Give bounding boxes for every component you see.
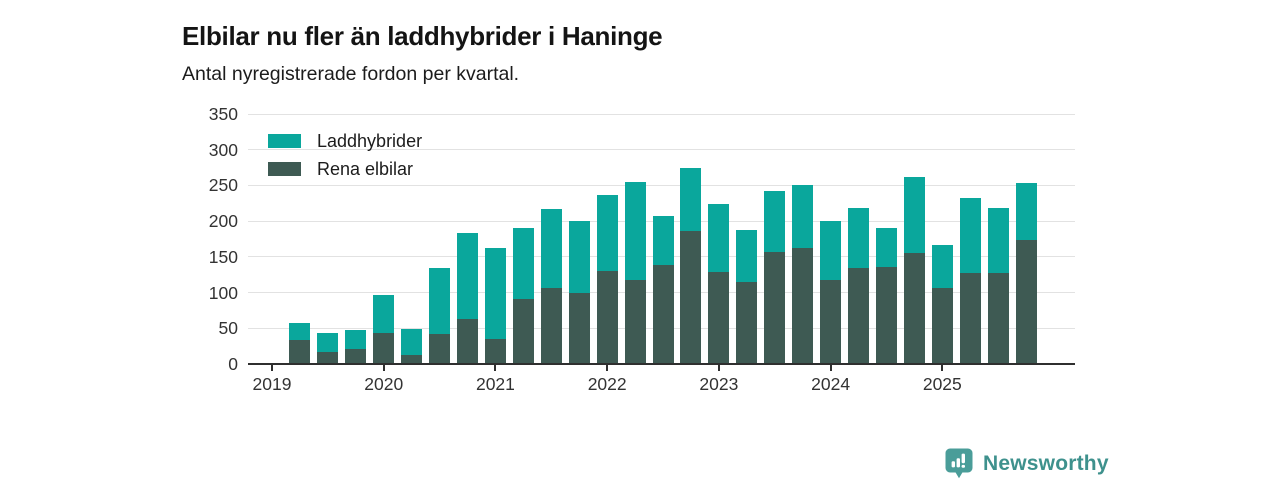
bar-segment-laddhybrider (931, 245, 953, 289)
bar-segment-laddhybrider (708, 204, 730, 272)
x-tick-label: 2023 (699, 374, 739, 394)
bar-segment-laddhybrider (289, 323, 311, 341)
y-tick-label: 200 (208, 211, 238, 232)
bar-segment-rena-elbilar (373, 332, 395, 364)
chart-subtitle: Antal nyregistrerade fordon per kvartal. (182, 63, 520, 85)
bar-segment-rena-elbilar (820, 280, 842, 364)
y-tick-label: 150 (208, 246, 238, 267)
bar-segment-laddhybrider (820, 221, 842, 281)
bar-segment-laddhybrider (1015, 182, 1037, 241)
y-tick-label: 100 (208, 282, 238, 303)
gridline (248, 149, 1075, 151)
bar-segment-rena-elbilar (289, 340, 311, 364)
bar-segment-laddhybrider (457, 233, 478, 319)
newsworthy-logo: Newsworthy (945, 448, 1109, 480)
bar-segment-laddhybrider (959, 197, 981, 273)
bar-segment-rena-elbilar (875, 266, 897, 364)
x-tick-mark (941, 364, 944, 371)
y-tick-label: 250 (208, 175, 238, 196)
bar-segment-rena-elbilar (903, 252, 925, 364)
legend-label-rena-elbilar: Rena elbilar (317, 158, 414, 179)
y-tick-label: 0 (228, 354, 238, 374)
bar-segment-rena-elbilar (345, 349, 367, 364)
bar-segment-laddhybrider (568, 221, 590, 293)
bar-segment-rena-elbilar (708, 271, 730, 364)
bar-segment-rena-elbilar (931, 288, 953, 364)
bar-segment-rena-elbilar (429, 334, 451, 364)
bar-segment-laddhybrider (652, 216, 674, 265)
bar-segment-laddhybrider (848, 207, 870, 268)
bar-segment-laddhybrider (596, 195, 618, 272)
bar-segment-rena-elbilar (764, 251, 786, 364)
bar-segment-rena-elbilar (568, 292, 590, 364)
bar-segment-laddhybrider (540, 209, 562, 288)
bar-segment-rena-elbilar (457, 319, 478, 364)
bar-segment-rena-elbilar (596, 271, 618, 364)
bar-segment-rena-elbilar (652, 264, 674, 364)
bar-chart-badge-icon (945, 448, 973, 479)
x-tick-label: 2020 (364, 374, 404, 394)
bar-segment-rena-elbilar (848, 267, 870, 364)
bar-segment-laddhybrider (987, 207, 1009, 273)
legend: Laddhybrider Rena elbilar (268, 130, 422, 186)
bar-segment-rena-elbilar (792, 248, 814, 364)
bar-segment-rena-elbilar (987, 272, 1009, 364)
x-tick-mark (829, 364, 832, 371)
x-tick-label: 2019 (252, 374, 292, 394)
legend-item-laddhybrider: Laddhybrider (268, 130, 422, 152)
x-tick-mark (494, 364, 497, 371)
gridline (248, 184, 1075, 186)
gridline (248, 113, 1075, 115)
x-tick-mark (382, 364, 385, 371)
bar-segment-rena-elbilar (1015, 240, 1037, 364)
bar-segment-rena-elbilar (401, 354, 423, 364)
legend-label-laddhybrider: Laddhybrider (317, 130, 423, 151)
bar-segment-rena-elbilar (484, 339, 506, 364)
bar-segment-rena-elbilar (736, 281, 758, 364)
bar-segment-laddhybrider (373, 294, 395, 333)
x-tick-label: 2024 (811, 374, 851, 394)
x-tick-mark (717, 364, 720, 371)
bar-segment-laddhybrider (903, 176, 925, 253)
bar-segment-laddhybrider (345, 330, 367, 349)
x-tick-mark (606, 364, 609, 371)
x-tick-label: 2022 (587, 374, 627, 394)
y-tick-label: 300 (208, 139, 238, 160)
bar-segment-laddhybrider (792, 184, 814, 249)
bar-segment-laddhybrider (429, 267, 451, 334)
x-tick-mark (271, 364, 273, 371)
x-tick-label: 2021 (475, 374, 515, 394)
bar-segment-laddhybrider (764, 191, 786, 252)
bar-segment-laddhybrider (680, 167, 702, 232)
bar-segment-laddhybrider (317, 332, 339, 352)
bar-segment-rena-elbilar (624, 280, 646, 364)
bar-segment-rena-elbilar (540, 287, 562, 364)
bar-segment-laddhybrider (512, 228, 534, 299)
legend-swatch-rena-elbilar (268, 162, 301, 176)
bar-segment-laddhybrider (875, 228, 897, 267)
bar-segment-rena-elbilar (959, 272, 981, 364)
chart-title: Elbilar nu fler än laddhybrider i Haning… (182, 21, 663, 52)
legend-swatch-laddhybrider (268, 134, 301, 148)
brand-name: Newsworthy (983, 452, 1109, 475)
bar-segment-rena-elbilar (680, 231, 702, 364)
y-tick-label: 50 (218, 318, 238, 339)
bar-segment-rena-elbilar (512, 299, 534, 364)
bar-segment-rena-elbilar (317, 351, 339, 364)
bar-segment-laddhybrider (736, 229, 758, 282)
bar-segment-laddhybrider (401, 329, 423, 355)
y-tick-label: 350 (208, 104, 238, 124)
x-tick-label: 2025 (922, 374, 962, 394)
bar-segment-laddhybrider (624, 181, 646, 281)
x-axis-line (248, 362, 1075, 365)
bar-segment-laddhybrider (484, 248, 506, 339)
legend-item-rena-elbilar: Rena elbilar (268, 158, 422, 180)
